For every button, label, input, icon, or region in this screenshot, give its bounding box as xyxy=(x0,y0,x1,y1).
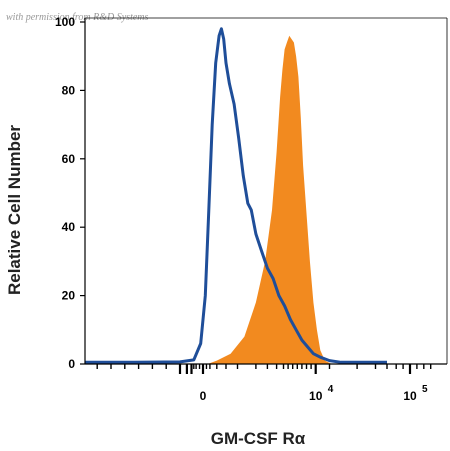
plot-area xyxy=(85,27,387,364)
watermark: with permission from R&D Systems xyxy=(6,12,149,23)
x-tick-exponent: 5 xyxy=(422,384,428,395)
y-tick-label: 0 xyxy=(68,357,75,371)
x-tick-exponent: 4 xyxy=(328,384,334,395)
y-tick-label: 100 xyxy=(55,15,75,29)
y-tick-label: 60 xyxy=(62,152,76,166)
series-0-area xyxy=(203,35,364,364)
axes: 0 20 40 60 80 100 0 10 4 10 5 xyxy=(55,15,448,403)
x-axis-title: GM-CSF Rα xyxy=(211,429,306,448)
y-tick-label: 20 xyxy=(62,289,76,303)
x-tick-label: 10 xyxy=(403,389,417,403)
y-axis-title: Relative Cell Number xyxy=(5,125,24,295)
x-tick-label: 10 xyxy=(309,389,323,403)
y-tick-label: 80 xyxy=(62,83,76,97)
y-tick-label: 40 xyxy=(62,220,76,234)
series-1-line xyxy=(85,27,387,364)
x-tick-label: 0 xyxy=(200,389,207,403)
